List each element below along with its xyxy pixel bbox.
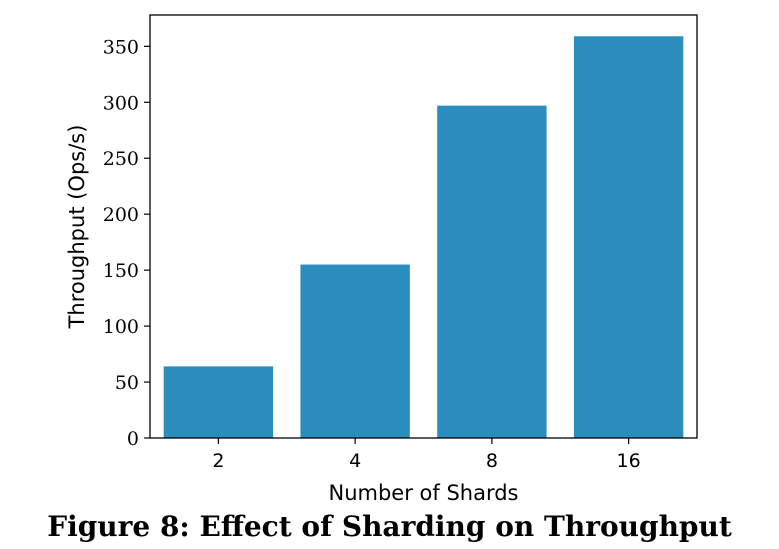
y-tick-label: 100 [103,316,139,338]
y-tick-label: 150 [103,260,139,282]
bar-8-shards [437,105,547,438]
x-axis: 2 4 8 16 [212,438,641,472]
bars-group [163,36,684,438]
x-tick-label: 2 [212,450,224,472]
y-tick-label: 50 [115,372,139,394]
x-tick-label: 16 [617,450,641,472]
y-axis-label: Throughput (Ops/s) [65,125,89,330]
y-tick-label: 200 [103,204,139,226]
x-tick-label: 4 [349,450,361,472]
y-tick-label: 350 [103,36,139,58]
plot-frame [149,14,698,439]
y-tick-label: 300 [103,92,139,114]
bar-4-shards [300,264,410,438]
figure-caption: Figure 8: Effect of Sharding on Throughp… [47,510,732,543]
x-axis-label: Number of Shards [329,481,519,505]
bar-16-shards [573,36,684,438]
x-tick-label: 8 [486,450,498,472]
y-tick-label: 250 [103,148,139,170]
y-axis: 0 50 100 150 200 250 300 350 [103,36,150,450]
bar-2-shards [163,366,274,438]
y-tick-label: 0 [127,428,139,450]
